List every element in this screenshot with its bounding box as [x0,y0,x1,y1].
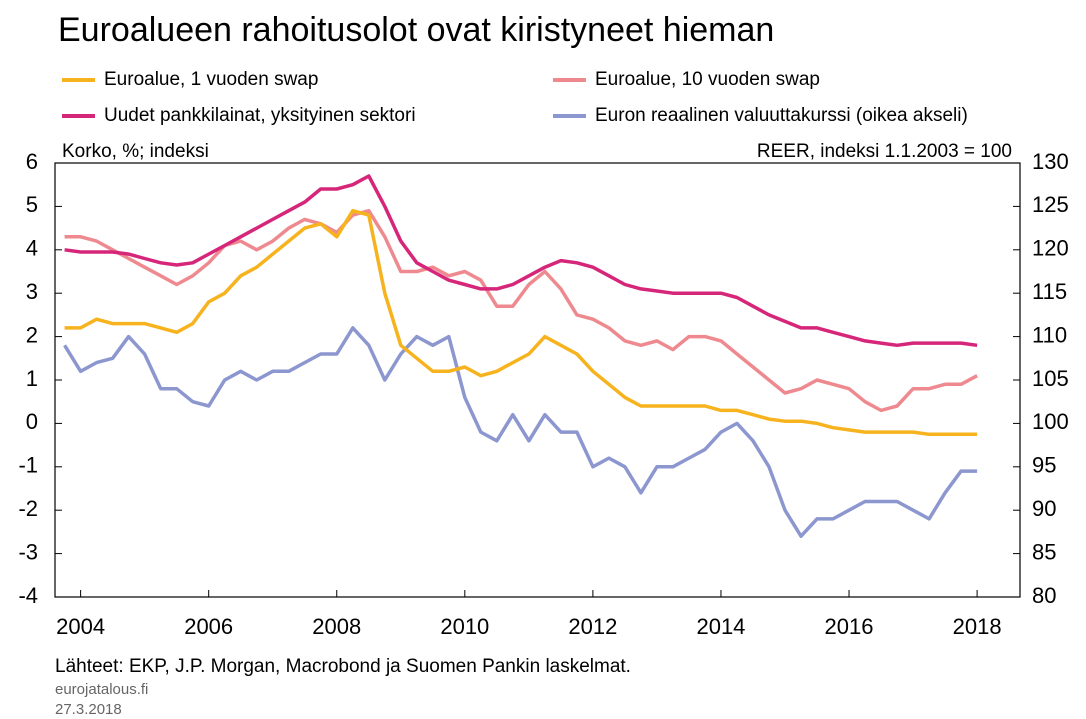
y-axis-label: Korko, %; indeksi [62,141,209,162]
y2-axis-label: REER, indeksi 1.1.2003 = 100 [757,141,1012,162]
legend-label: Uudet pankkilainat, yksityinen sektori [104,105,416,126]
date: 27.3.2018 [55,701,122,718]
legend-label: Euroalue, 10 vuoden swap [595,69,820,90]
y-tick-label: 6 [26,149,38,174]
y-tick-label: 3 [26,279,38,304]
y-tick-label: 0 [26,409,38,434]
series-line [64,174,978,348]
y2-tick-label: 85 [1032,539,1056,564]
y2-tick-label: 120 [1032,236,1069,261]
legend-label: Euron reaalinen valuuttakurssi (oikea ak… [595,105,968,126]
x-tick-label: 2014 [696,614,745,639]
y2-tick-label: 90 [1032,496,1056,521]
y-tick-label: -3 [18,539,38,564]
y2-tick-label: 80 [1032,583,1056,608]
y2-tick-label: 100 [1032,409,1069,434]
legend-label: Euroalue, 1 vuoden swap [104,69,318,90]
source: Lähteet: EKP, J.P. Morgan, Macrobond ja … [55,656,631,677]
series-line [64,208,978,437]
site: eurojatalous.fi [55,681,148,698]
y-tick-label: 1 [26,366,38,391]
plot-frame [54,162,1021,598]
x-tick-label: 2012 [568,614,617,639]
y-tick-label: 2 [26,322,38,347]
y-tick-label: 4 [26,236,38,261]
series-line [63,326,978,538]
chart-title: Euroalueen rahoitusolot ovat kiristyneet… [58,11,774,49]
y2-tick-label: 110 [1032,322,1067,347]
y-tick-label: -2 [18,496,38,521]
y-tick-label: -4 [18,583,38,608]
x-tick-label: 2008 [312,614,361,639]
y-tick-label: 5 [26,192,38,217]
x-tick-label: 2018 [953,614,1002,639]
y2-tick-label: 115 [1032,279,1067,304]
series-line [64,208,978,413]
y2-tick-label: 130 [1032,149,1069,174]
y-tick-label: -1 [18,453,38,478]
y2-tick-label: 125 [1032,192,1069,217]
x-tick-label: 2004 [56,614,105,639]
x-tick-label: 2010 [440,614,489,639]
x-tick-label: 2016 [825,614,874,639]
y2-tick-label: 95 [1032,453,1056,478]
x-tick-label: 2006 [184,614,233,639]
y2-tick-label: 105 [1032,366,1069,391]
